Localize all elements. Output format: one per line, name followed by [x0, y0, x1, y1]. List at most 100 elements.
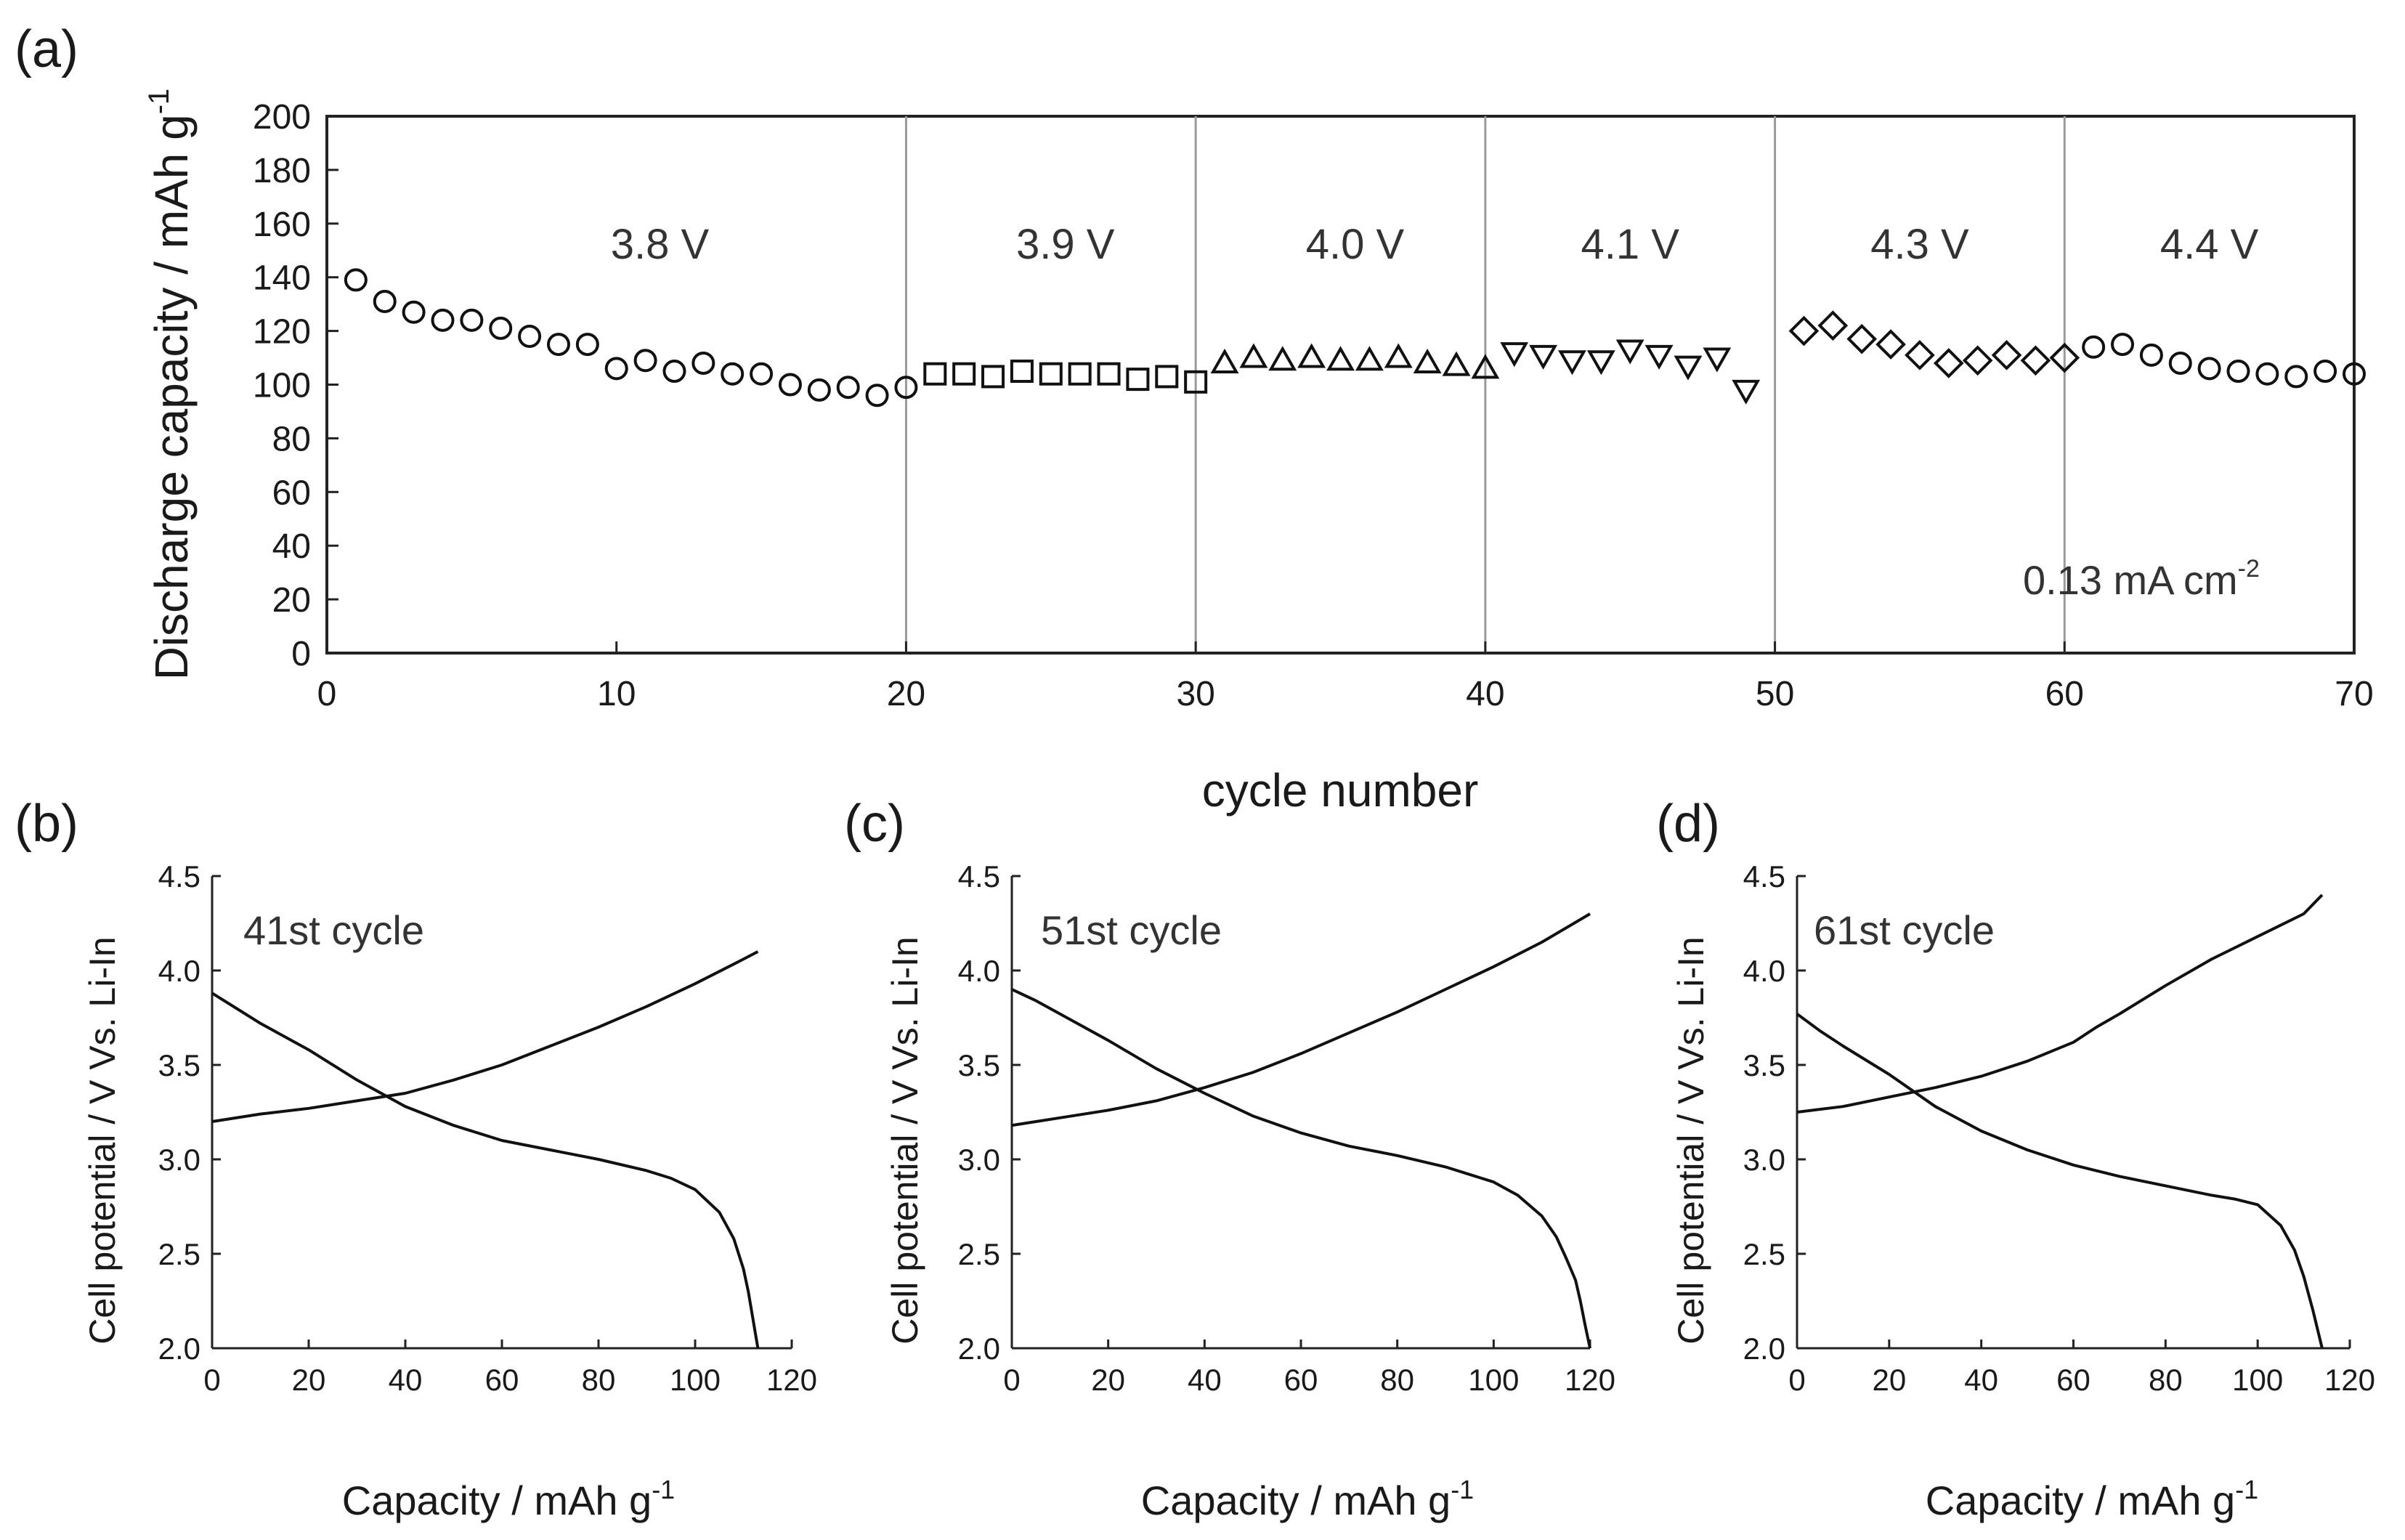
data-point-circle [750, 362, 774, 386]
x-tick-label: 0 [1788, 1363, 1805, 1397]
data-point-triangle-down [1529, 344, 1558, 370]
x-tick-label: 100 [670, 1363, 721, 1397]
data-point-square [923, 362, 947, 386]
x-tick-label: 20 [292, 1363, 326, 1397]
charge-curve [1796, 893, 2324, 1114]
data-point-circle [2082, 335, 2106, 359]
x-tick-label: 100 [2232, 1363, 2283, 1397]
panel-d-letter: (d) [1656, 795, 1720, 853]
x-tick-label: 60 [2056, 1363, 2090, 1397]
panel-c-cycle-label: 51st cycle [1041, 907, 1222, 953]
y-tick-label: 4.0 [158, 954, 200, 988]
data-point-triangle-down [1500, 342, 1529, 368]
data-point-circle [460, 308, 484, 332]
y-tick-label: 3.0 [958, 1143, 1000, 1177]
data-point-diamond [2020, 345, 2051, 376]
y-tick-label: 2.5 [958, 1237, 1000, 1271]
data-point-square [1184, 370, 1208, 394]
current-density-annotation: 0.13 mA cm-2 [2023, 555, 2260, 603]
data-point-circle [2255, 362, 2279, 386]
y-tick-label: 4.5 [158, 859, 200, 893]
data-point-triangle-down [1615, 339, 1644, 365]
charge-curve [211, 950, 759, 1123]
data-point-triangle-up [1471, 354, 1500, 379]
voltage-region-label: 4.0 V [1306, 221, 1405, 268]
y-tick-label: 200 [253, 98, 311, 137]
y-tick-label: 80 [272, 420, 311, 458]
y-tick-label: 180 [253, 152, 311, 190]
x-tick-label: 20 [1872, 1363, 1906, 1397]
x-tick-label: 40 [1466, 675, 1504, 713]
y-tick-label: 0 [291, 635, 311, 673]
data-point-circle [518, 324, 542, 348]
x-tick-label: 30 [1176, 675, 1214, 713]
data-point-square [1097, 362, 1121, 386]
data-point-circle [604, 357, 628, 381]
y-tick-label: 100 [253, 367, 311, 405]
data-point-circle [546, 333, 570, 357]
x-tick-label: 60 [485, 1363, 519, 1397]
x-tick-label: 40 [1188, 1363, 1222, 1397]
y-tick-label: 3.0 [1743, 1143, 1785, 1177]
data-point-circle [633, 349, 657, 373]
data-point-square [952, 362, 976, 386]
data-point-triangle-up [1384, 343, 1413, 368]
panel-b-xlabel: Capacity / mAh g-1 [342, 1475, 675, 1523]
data-point-square [1039, 362, 1063, 386]
data-point-circle [2139, 343, 2163, 367]
discharge-curve [1011, 988, 1591, 1349]
x-tick-label: 80 [582, 1363, 616, 1397]
data-point-circle [344, 268, 368, 292]
data-point-triangle-down [1732, 379, 1761, 405]
panel-b: (b) 0 20 40 60 80 100 120 2.0 2.5 3.0 3.5 4.0 4.5 41… [15, 795, 817, 1523]
y-tick-label: 4.0 [1743, 954, 1785, 988]
y-tick-label: 4.5 [958, 859, 1000, 893]
data-point-diamond [1905, 340, 1935, 370]
data-point-diamond [2049, 342, 2080, 373]
data-point-triangle-down [1586, 350, 1615, 376]
data-point-circle [865, 384, 889, 408]
data-point-circle [721, 362, 745, 386]
x-tick-label: 0 [1003, 1363, 1020, 1397]
data-point-diamond [1846, 323, 1878, 354]
panel-c: (c) 0 20 40 60 80 100 120 2.0 2.5 3.0 3.5 4.0 4.5 51… [844, 795, 1615, 1523]
panel-d-ylabel: Cell potential / V Vs. Li-In [1671, 936, 1711, 1344]
y-tick-label: 40 [272, 527, 311, 566]
panel-c-xlabel: Capacity / mAh g-1 [1141, 1475, 1474, 1523]
data-point-triangle-up [1297, 343, 1326, 368]
panel-c-letter: (c) [844, 795, 905, 853]
data-point-triangle-down [1558, 350, 1586, 376]
data-point-circle [2197, 357, 2221, 381]
voltage-region-label: 3.9 V [1016, 221, 1115, 268]
data-point-triangle-down [1703, 347, 1732, 373]
data-point-square [1126, 368, 1150, 392]
y-tick-label: 2.5 [1743, 1237, 1785, 1271]
x-tick-label: 70 [2335, 675, 2373, 713]
panel-c-ylabel: Cell potential / V Vs. Li-In [885, 936, 925, 1344]
y-tick-label: 4.0 [958, 954, 1000, 988]
x-tick-label: 20 [887, 675, 925, 713]
data-point-triangle-down [1644, 344, 1674, 370]
y-tick-label: 2.0 [1743, 1332, 1785, 1366]
data-point-circle [2111, 333, 2135, 357]
data-point-diamond [1788, 315, 1820, 346]
x-tick-label: 100 [1468, 1363, 1519, 1397]
x-tick-label: 40 [389, 1363, 423, 1397]
data-point-circle [692, 351, 715, 375]
data-point-circle [836, 376, 860, 400]
data-point-circle [2168, 351, 2192, 375]
y-tick-label: 3.5 [958, 1048, 1000, 1082]
data-point-diamond [1875, 329, 1906, 360]
y-tick-label: 3.5 [1743, 1048, 1785, 1082]
data-point-diamond [1962, 345, 1993, 376]
x-tick-label: 60 [2045, 675, 2084, 713]
voltage-region-label: 4.4 V [2160, 221, 2259, 268]
panel-a-letter: (a) [15, 20, 78, 78]
data-point-square [1155, 365, 1179, 389]
charge-curve [1011, 912, 1591, 1127]
data-point-triangle-up [1210, 348, 1239, 373]
data-point-circle [575, 333, 599, 357]
data-point-circle [2313, 360, 2337, 384]
data-point-square [981, 365, 1005, 389]
